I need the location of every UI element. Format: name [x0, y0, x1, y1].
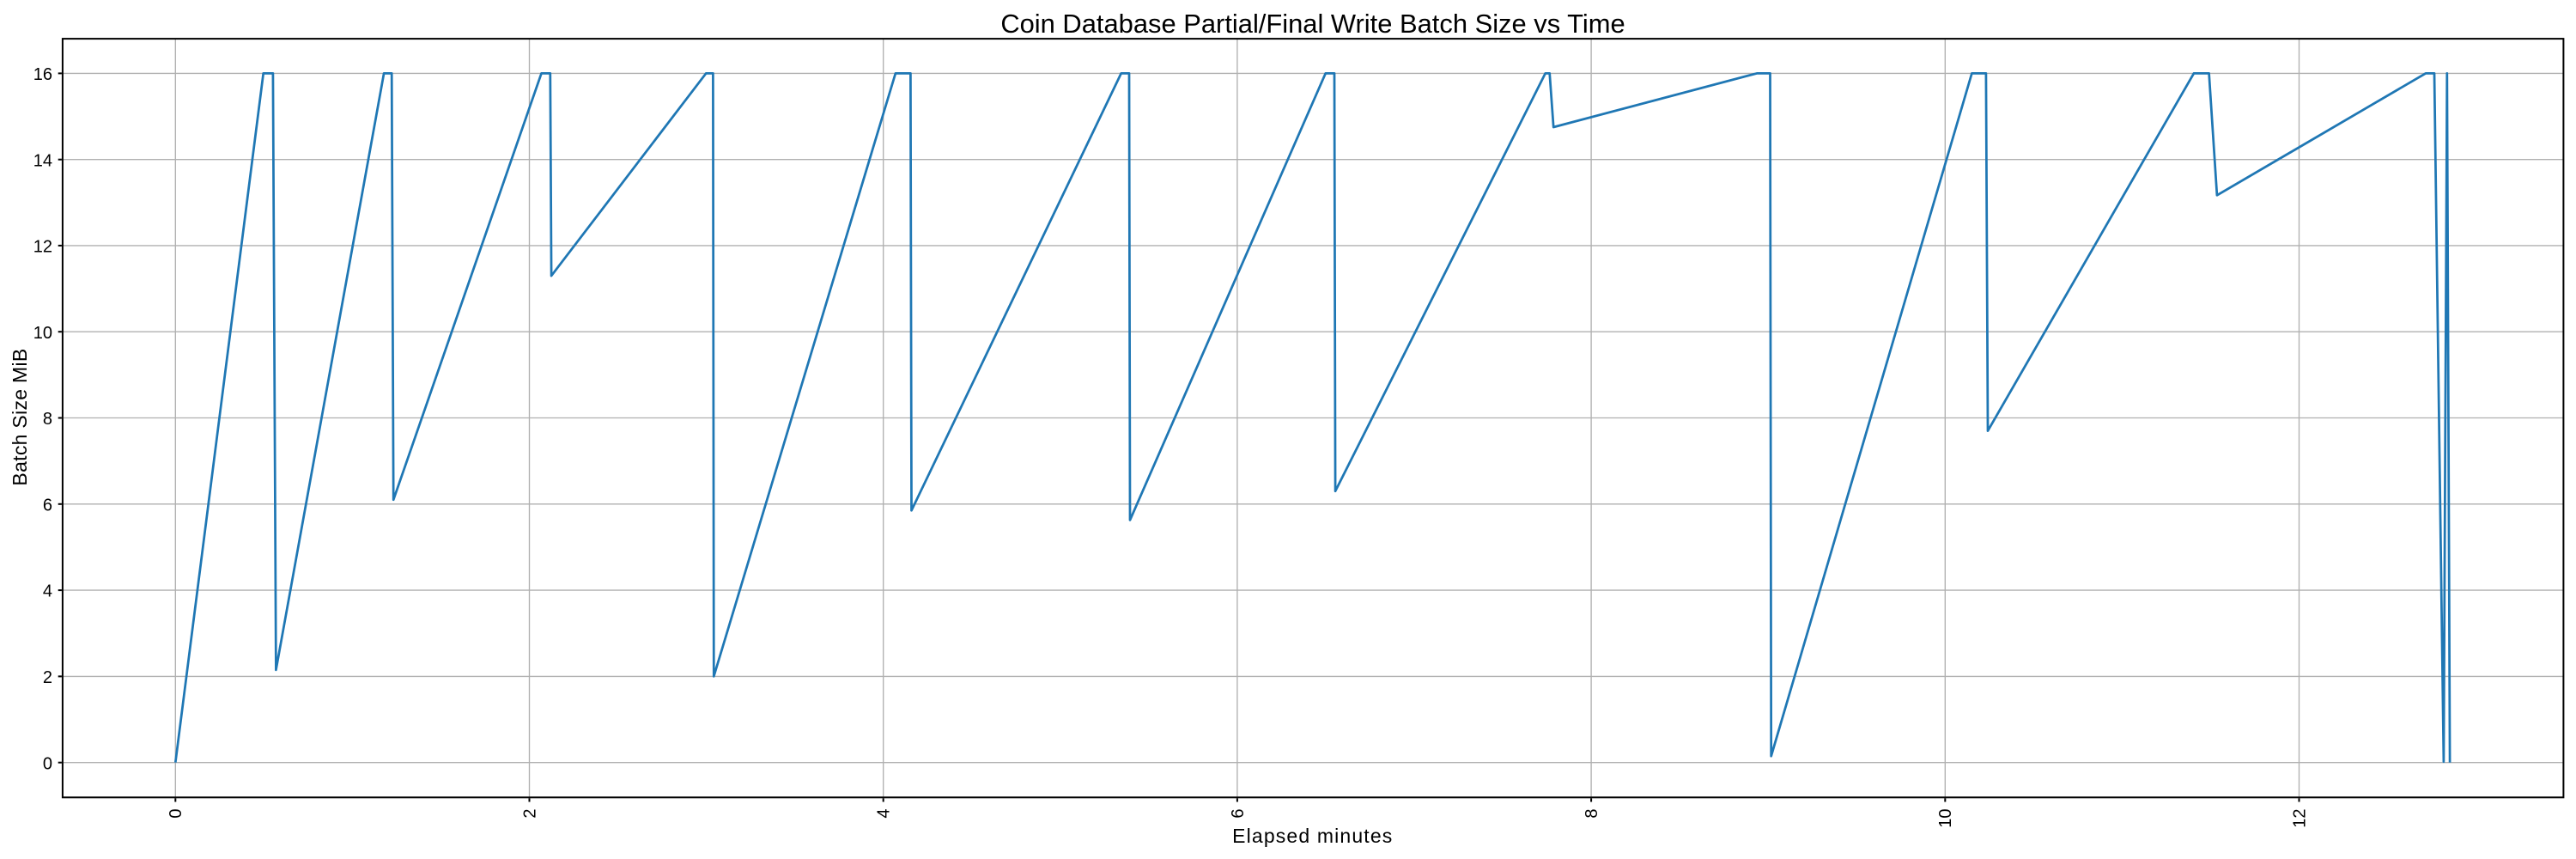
svg-text:0: 0 [167, 809, 185, 819]
svg-text:4: 4 [875, 809, 894, 819]
svg-text:8: 8 [43, 410, 52, 429]
svg-text:12: 12 [2290, 809, 2309, 828]
svg-text:10: 10 [1936, 809, 1955, 828]
svg-text:8: 8 [1583, 809, 1601, 819]
svg-text:2: 2 [43, 668, 52, 687]
svg-text:Elapsed minutes: Elapsed minutes [1232, 825, 1393, 847]
svg-text:16: 16 [33, 65, 52, 84]
svg-text:0: 0 [43, 754, 52, 773]
svg-text:4: 4 [43, 582, 52, 601]
svg-text:10: 10 [33, 324, 52, 343]
svg-text:6: 6 [1229, 809, 1248, 819]
svg-text:Coin Database Partial/Final Wr: Coin Database Partial/Final Write Batch … [1000, 9, 1625, 39]
svg-text:12: 12 [33, 238, 52, 257]
svg-text:Batch Size MiB: Batch Size MiB [9, 348, 31, 485]
svg-text:6: 6 [43, 496, 52, 515]
svg-text:14: 14 [33, 151, 52, 170]
svg-text:2: 2 [520, 809, 539, 819]
